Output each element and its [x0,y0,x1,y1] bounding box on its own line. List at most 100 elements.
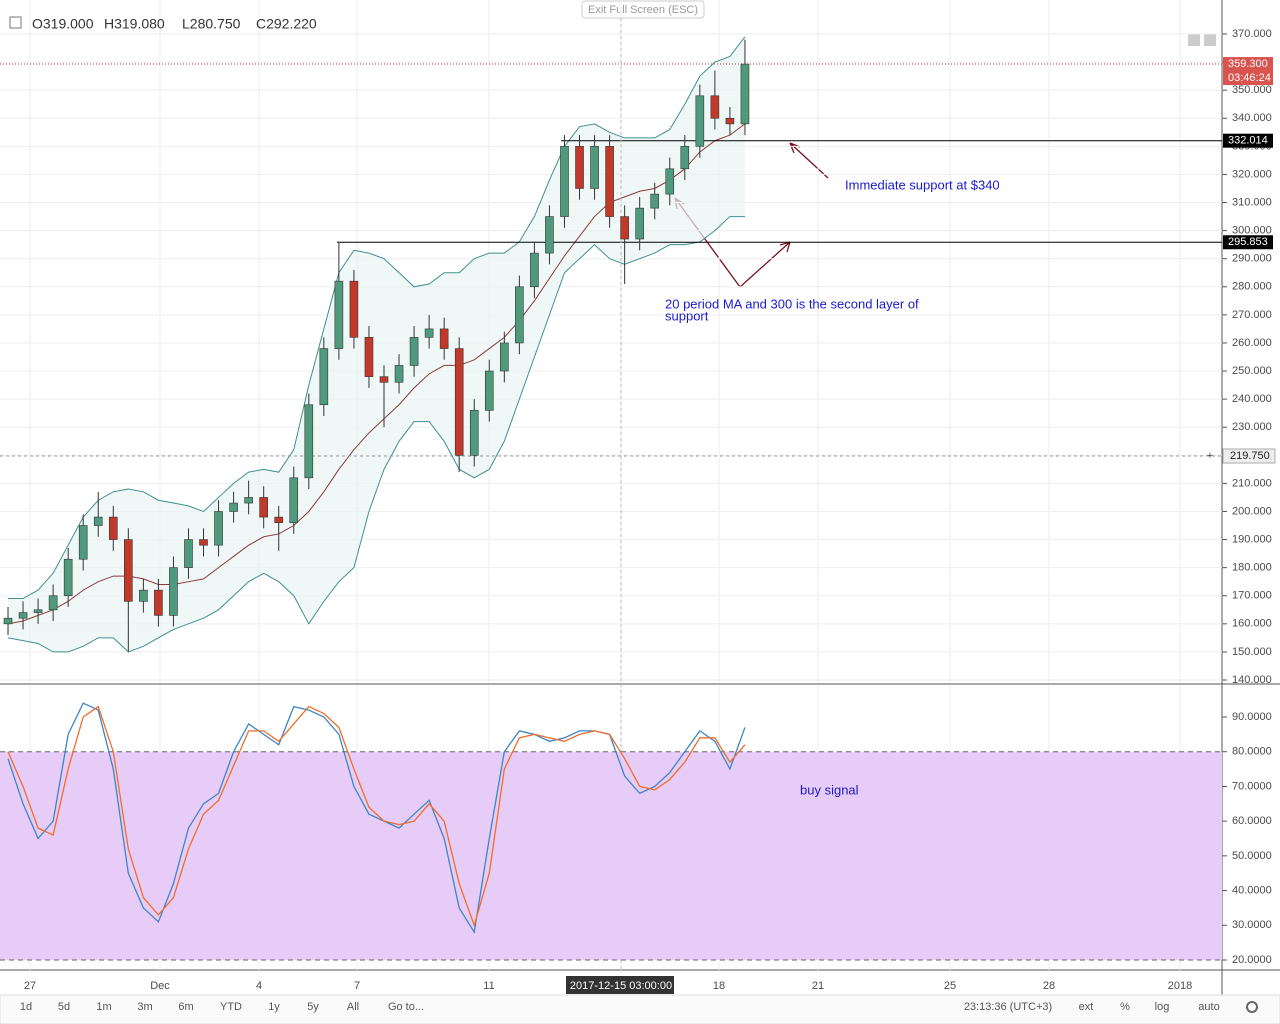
candle-body [605,146,614,217]
candle-body [304,404,314,479]
toolbar-button[interactable]: % [1120,1001,1130,1013]
y-tick-label: 180.000 [1232,562,1272,574]
candle-body [108,516,118,540]
x-tick-label: Dec [150,980,170,992]
bollinger-upper [8,36,746,600]
y-tick-label: 90.0000 [1232,711,1272,723]
y-tick-label: 290.000 [1232,253,1272,265]
candle-body [169,567,178,616]
candle-body [274,516,284,524]
last-price-label: 359.300 [1228,58,1268,70]
x-tick-label: 11 [483,980,494,992]
y-tick-label: 320.000 [1232,168,1272,180]
candle-body [620,216,629,240]
candle-body [63,558,73,597]
candle-body [650,193,660,209]
toolbar-button[interactable]: 5y [307,1001,319,1013]
x-tick-label: 2017-12-15 03:00:00 [570,980,672,992]
y-tick-label: 280.000 [1232,281,1272,293]
candle-body [289,477,299,524]
candle-body [575,146,584,189]
y-tick-label: 170.000 [1232,590,1272,602]
stoch-band [0,751,1222,960]
toolbar [0,994,1280,1024]
settings-icon[interactable] [1246,1001,1258,1013]
x-tick-label: 21 [812,980,824,992]
candle-body [515,286,524,344]
toolbar-button[interactable]: YTD [220,1001,242,1013]
exit-button-label[interactable]: Exit Full Screen (ESC) [588,4,698,16]
candle-body [244,497,253,504]
y-tick-label: 250.000 [1232,365,1272,377]
toolbar-button[interactable]: 1m [96,1001,111,1013]
candle-body [199,539,208,546]
x-tick-label: 7 [354,980,360,992]
y-tick-label: 190.000 [1232,533,1272,545]
candle-body [214,511,223,546]
countdown: 03:46:24 [1228,72,1271,84]
candle-body [469,410,479,456]
x-tick-label: 4 [256,980,262,992]
y-tick-label: 50.0000 [1232,850,1272,862]
crosshair-tag [1222,448,1276,464]
candle-body [484,370,494,411]
candle-body [229,502,238,512]
clock: 23:13:36 (UTC+3) [964,1001,1052,1013]
y-tick-label: 300.000 [1232,225,1272,237]
candle-body [409,337,419,366]
toolbar-button[interactable]: ext [1079,1001,1094,1013]
candle-body [18,612,28,619]
candle-body [319,348,329,406]
candle-body [665,168,675,195]
scroll-icon[interactable] [1188,34,1200,46]
toolbar-button[interactable]: All [347,1001,359,1013]
candle-body [710,95,720,119]
toolbar-button[interactable]: Go to... [388,1001,424,1013]
collapse-icon[interactable] [9,16,22,29]
ohlc-value: L280.750 [182,16,241,32]
y-tick-label: 150.000 [1232,646,1272,658]
toolbar-button[interactable]: 6m [178,1001,193,1013]
toolbar-button[interactable]: 5d [58,1001,70,1013]
candle-body [545,216,554,254]
y-tick-label: 210.000 [1232,477,1272,489]
candle-body [78,525,88,560]
candle-body [560,146,569,217]
bollinger-lower [7,216,745,653]
exit-button[interactable] [581,0,705,19]
level-label: 332.014 [1228,135,1268,147]
y-tick-label: 20.0000 [1232,954,1272,966]
x-tick-label: 2018 [1168,980,1192,992]
y-tick-label: 350.000 [1232,84,1272,96]
toolbar-button[interactable]: 1d [20,1001,32,1013]
candle-body [394,365,404,383]
scroll-icon[interactable] [1204,34,1216,46]
level-tag [1223,235,1273,250]
candle-body [424,328,434,338]
toolbar-button[interactable]: auto [1198,1001,1219,1013]
candle-body [334,280,344,349]
candle-body [139,589,148,602]
y-tick-label: 70.0000 [1232,780,1272,792]
level-label: 295.853 [1228,236,1268,248]
candle-body [454,348,464,456]
candle-body [349,280,359,338]
y-tick-label: 310.000 [1232,196,1272,208]
y-tick-label: 270.000 [1232,309,1272,321]
x-tick-label: 27 [24,980,36,992]
crosshair-plus: + [1207,450,1213,462]
toolbar-button[interactable]: 3m [137,1001,152,1013]
y-tick-label: 30.0000 [1232,919,1272,931]
candle-body [530,252,539,288]
x-tick-label: 28 [1043,980,1055,992]
y-tick-label: 40.0000 [1232,884,1272,896]
annotation: Immediate support at $340 [845,177,1000,192]
x-tick-label: 18 [713,980,725,992]
candle-body [48,595,58,611]
toolbar-button[interactable]: log [1155,1001,1170,1013]
y-tick-label: 60.0000 [1232,815,1272,827]
ohlc-value: O319.000 [32,16,94,32]
toolbar-button[interactable]: 1y [268,1001,280,1013]
candle-body [364,337,374,377]
